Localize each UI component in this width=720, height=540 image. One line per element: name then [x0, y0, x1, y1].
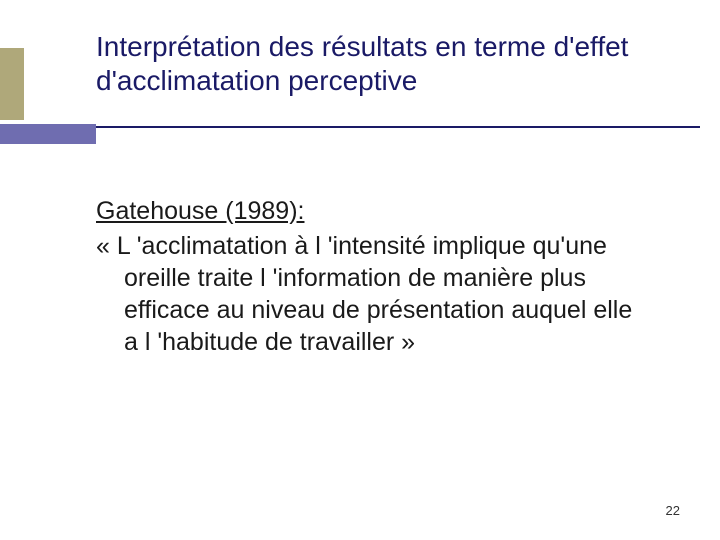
title-underline: [96, 126, 700, 128]
body-area: Gatehouse (1989): « L 'acclimatation à l…: [96, 195, 650, 358]
decoration-purple-block: [0, 124, 96, 144]
decoration-tan-block: [0, 48, 24, 120]
citation-heading: Gatehouse (1989):: [96, 195, 650, 228]
page-number: 22: [666, 503, 680, 518]
quote-text: « L 'acclimatation à l 'intensité impliq…: [96, 230, 650, 358]
title-area: Interprétation des résultats en terme d'…: [96, 30, 660, 97]
slide-title: Interprétation des résultats en terme d'…: [96, 30, 660, 97]
slide-container: Interprétation des résultats en terme d'…: [0, 0, 720, 540]
